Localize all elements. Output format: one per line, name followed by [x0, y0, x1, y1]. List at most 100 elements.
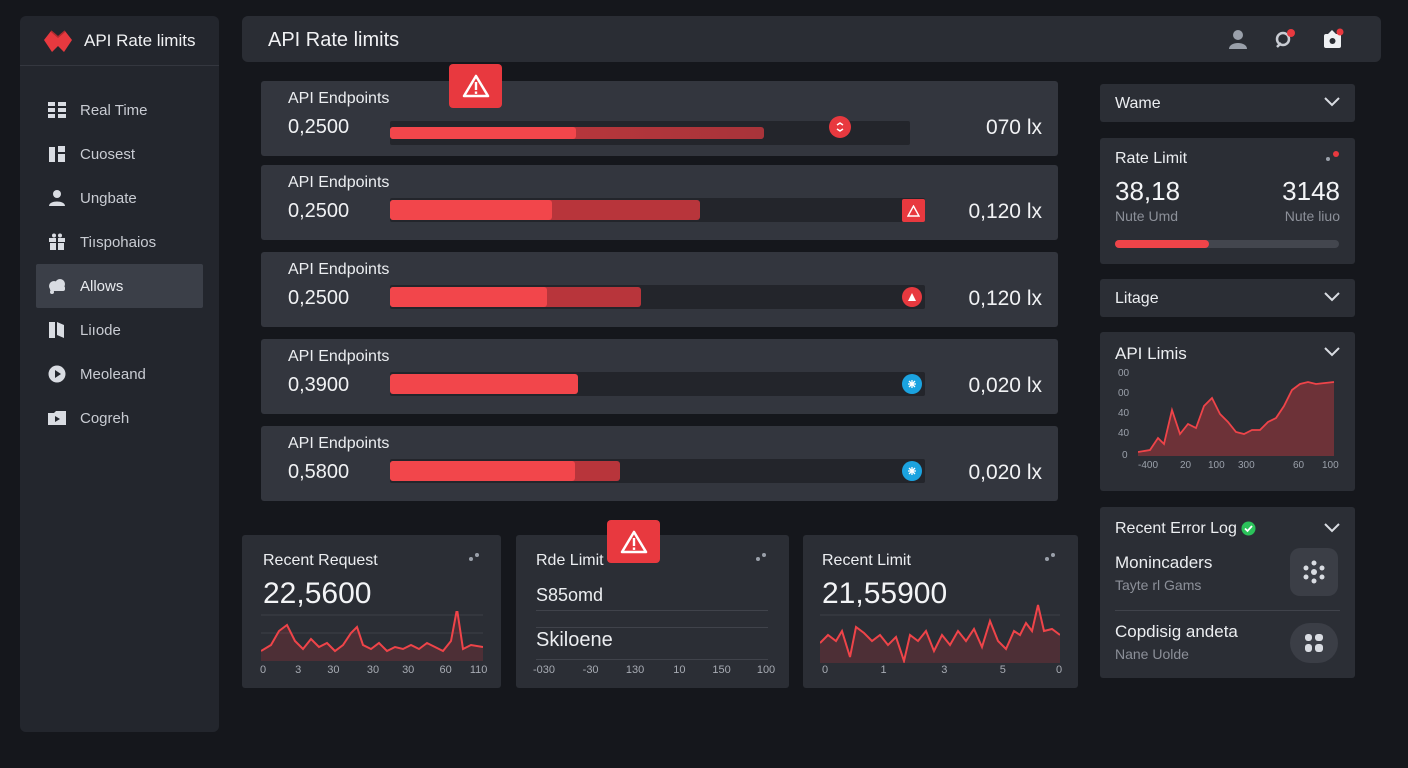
divider	[1115, 610, 1340, 611]
book-icon	[47, 320, 67, 340]
warning-square-icon[interactable]	[902, 199, 925, 222]
error-log-item-sub: Tayte rl Gams	[1115, 577, 1202, 593]
x-axis-ticks: 0 1 3 5 0	[822, 664, 1062, 676]
dropdown-label: Litage	[1115, 290, 1159, 307]
sidebar-item-real-time[interactable]: Real Time	[36, 88, 203, 132]
page-title: API Rate limits	[268, 29, 400, 51]
endpoint-usage-bar	[390, 198, 925, 222]
error-log-item-title: Copdisig andeta	[1115, 622, 1238, 641]
tick-label: 100	[756, 664, 776, 676]
gift-icon	[47, 232, 67, 252]
litage-dropdown[interactable]: Litage	[1100, 279, 1355, 317]
sidebar-item-tiispohaios[interactable]: Tiıspohaios	[36, 220, 203, 264]
notifications-icon[interactable]	[1274, 28, 1296, 50]
endpoint-usage-peak	[390, 461, 575, 481]
rate-limit-right-sub: Nute liuo	[1284, 208, 1340, 224]
endpoint-value: 0,2500	[288, 287, 350, 309]
rate-limit-progress	[1115, 240, 1339, 248]
chevron-down-icon[interactable]	[1324, 523, 1340, 533]
endpoint-rate: 0,120 lx	[968, 287, 1042, 310]
more-icon[interactable]	[467, 552, 481, 562]
tick-label: 100	[1322, 460, 1339, 471]
tick-label: 60	[439, 664, 452, 676]
endpoint-row[interactable]: API Endpoints 0,2500 0,120 lx	[261, 252, 1058, 327]
error-marker-icon[interactable]	[902, 287, 922, 307]
endpoint-usage-bar	[390, 459, 925, 483]
sidebar-item-label: Allows	[80, 277, 124, 295]
app-name: API Rate limits	[84, 30, 196, 50]
rate-limit-left-value: 38,18	[1115, 176, 1181, 206]
more-icon[interactable]	[1324, 150, 1340, 162]
endpoint-usage-peak	[390, 287, 547, 307]
error-log-panel: Recent Error Log Monincaders Tayte rl Ga…	[1100, 507, 1355, 678]
rate-limit-progress-fill	[1115, 240, 1210, 248]
endpoint-rate: 070 lx	[985, 116, 1042, 139]
endpoint-value: 0,5800	[288, 461, 350, 483]
sidebar-item-label: Meoleand	[80, 365, 146, 383]
sidebar-item-label: Tiıspohaios	[80, 233, 157, 251]
endpoint-value: 0,2500	[288, 116, 350, 138]
endpoint-row[interactable]: API Endpoints 0,3900 0,020 lx	[261, 339, 1058, 414]
chevron-down-icon	[1324, 97, 1340, 107]
sidebar-item-ungbate[interactable]: Ungbate	[36, 176, 203, 220]
error-marker-icon[interactable]	[829, 116, 851, 138]
error-log-item-title: Monincaders	[1115, 553, 1213, 572]
cloud-icon	[47, 276, 67, 296]
error-log-item[interactable]: Monincaders Tayte rl Gams	[1100, 547, 1355, 609]
sidebar-item-label: Cuosest	[80, 145, 136, 163]
tick-label: 0	[1122, 450, 1128, 461]
more-icon[interactable]	[1043, 552, 1057, 562]
tick-label: 110	[469, 664, 488, 676]
sidebar-item-allows[interactable]: Allows	[36, 264, 203, 308]
endpoint-value: 0,3900	[288, 374, 350, 396]
dropdown-label: Wame	[1115, 95, 1161, 112]
tick-label: 40	[1118, 408, 1130, 419]
chevron-down-icon[interactable]	[1324, 347, 1340, 357]
endpoint-usage-bar	[390, 121, 910, 145]
sidebar-item-label: Cogreh	[80, 409, 130, 427]
sidebar-item-liiode[interactable]: Liıode	[36, 308, 203, 352]
sidebar-item-cogreh[interactable]: Cogreh	[36, 396, 203, 440]
endpoint-label: API Endpoints	[288, 174, 390, 191]
check-circle-icon	[1241, 521, 1256, 536]
user-icon	[47, 188, 67, 208]
error-log-item[interactable]: Copdisig andeta Nane Uolde	[1100, 615, 1355, 675]
sidebar-item-cuosest[interactable]: Cuosest	[36, 132, 203, 176]
tick-label: 40	[1118, 428, 1130, 439]
info-marker-icon[interactable]	[902, 461, 922, 481]
sidebar-item-meoleand[interactable]: Meoleand	[36, 352, 203, 396]
endpoint-row[interactable]: API Endpoints 0,2500 070 lx	[261, 81, 1058, 156]
alert-warning-icon[interactable]	[607, 520, 660, 563]
endpoint-rate: 0,020 lx	[968, 374, 1042, 397]
sidebar-nav: Real Time Cuosest Ungbate Tiıspohaios Al…	[20, 66, 219, 440]
settings-icon[interactable]	[1322, 28, 1344, 50]
endpoint-row[interactable]: API Endpoints 0,2500 0,120 lx	[261, 165, 1058, 240]
sidebar: API Rate limits Real Time Cuosest Ungbat…	[20, 16, 219, 732]
play-circle-icon	[47, 364, 67, 384]
endpoint-label: API Endpoints	[288, 90, 390, 107]
brand[interactable]: API Rate limits	[20, 16, 219, 66]
tick-label: 30	[402, 664, 415, 676]
rate-limit-line-2: Skiloene	[536, 629, 613, 651]
wame-dropdown[interactable]: Wame	[1100, 84, 1355, 122]
card-value: 21,55900	[822, 577, 948, 610]
endpoint-usage-fill	[390, 374, 578, 394]
tick-label: 00	[1118, 388, 1130, 399]
asterisk-icon[interactable]	[1290, 548, 1338, 596]
tick-label: 100	[1208, 460, 1225, 471]
profile-icon[interactable]	[1227, 28, 1249, 50]
divider	[536, 659, 768, 660]
endpoint-row[interactable]: API Endpoints 0,5800 0,020 lx	[261, 426, 1058, 501]
recent-request-sparkline	[261, 611, 483, 661]
rate-limit-panel: Rate Limit 38,18 3148 Nute Umd Nute liuo	[1100, 138, 1355, 264]
more-icon[interactable]	[754, 552, 768, 562]
info-marker-icon[interactable]	[902, 374, 922, 394]
tick-label: 10	[673, 664, 686, 676]
alert-warning-icon[interactable]	[449, 64, 502, 108]
endpoint-rate: 0,120 lx	[968, 200, 1042, 223]
panel-title: Recent Error Log	[1115, 520, 1237, 537]
endpoint-value: 0,2500	[288, 200, 350, 222]
tick-label: 00	[1118, 368, 1130, 379]
apps-icon[interactable]	[1290, 623, 1338, 663]
endpoint-usage-peak	[390, 200, 552, 220]
